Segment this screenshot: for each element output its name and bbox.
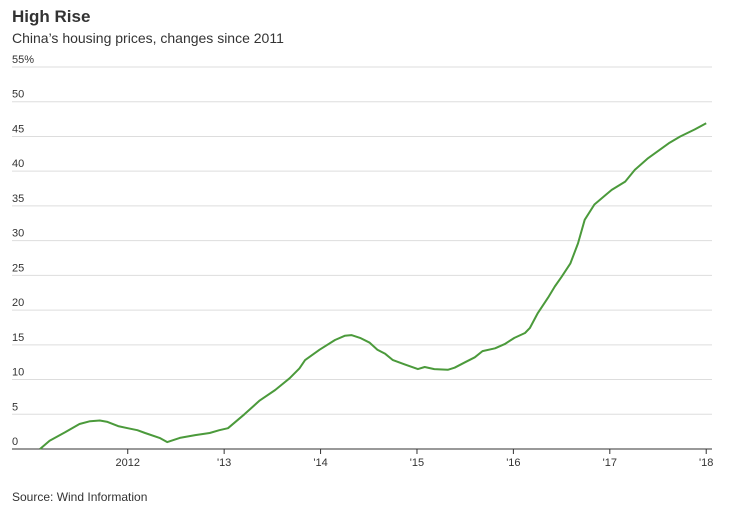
y-tick-label: 25: [12, 262, 24, 274]
x-tick-label: '15: [410, 457, 424, 469]
y-tick-label: 30: [12, 228, 24, 240]
chart-title: High Rise: [12, 7, 90, 26]
x-tick-label: '17: [603, 457, 617, 469]
y-tick-label: 50: [12, 89, 24, 101]
y-tick-label: 15: [12, 332, 24, 344]
x-tick-label: '14: [313, 457, 327, 469]
chart-subtitle: China’s housing prices, changes since 20…: [12, 30, 284, 46]
y-tick-label: 55%: [12, 54, 34, 66]
y-tick-label: 5: [12, 401, 18, 413]
y-tick-label: 40: [12, 158, 24, 170]
x-tick-label: '13: [217, 457, 231, 469]
y-tick-label: 45: [12, 123, 24, 135]
y-tick-label: 35: [12, 193, 24, 205]
x-tick-label: 2012: [115, 457, 139, 469]
y-tick-label: 20: [12, 297, 24, 309]
source: Source: Wind Information: [12, 490, 147, 504]
line-series: [39, 122, 707, 450]
x-tick-label: '16: [506, 457, 520, 469]
y-tick-label: 10: [12, 367, 24, 379]
y-tick-label: 0: [12, 436, 18, 448]
x-tick-label: '18: [699, 457, 713, 469]
